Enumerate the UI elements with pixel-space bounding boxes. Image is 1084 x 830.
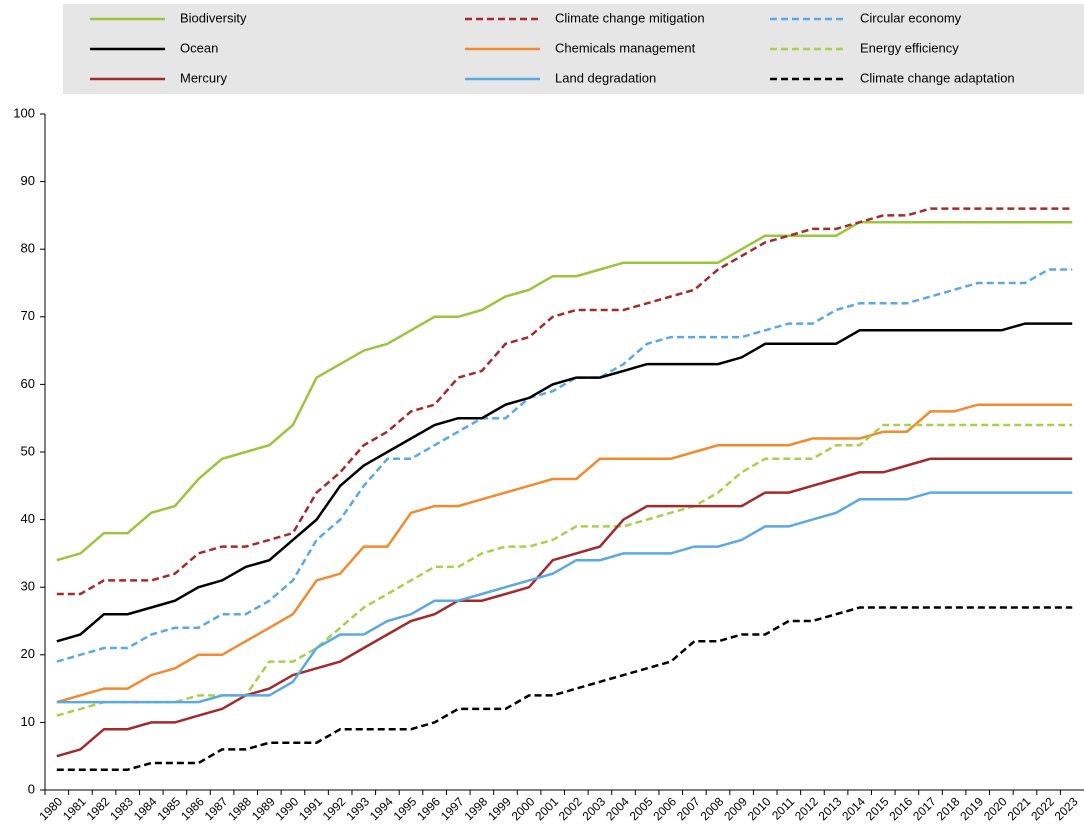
x-tick-label: 1981 — [60, 794, 89, 823]
x-tick-label: 2022 — [1028, 794, 1057, 823]
legend-label: Land degradation — [555, 70, 656, 85]
x-tick-label: 2001 — [532, 794, 561, 823]
y-tick-label: 40 — [21, 511, 35, 526]
x-tick-label: 1982 — [84, 794, 113, 823]
x-tick-label: 1994 — [367, 794, 396, 823]
series-line — [56, 220, 1073, 562]
x-tick-label: 2014 — [839, 794, 868, 823]
x-tick-label: 1997 — [438, 794, 467, 823]
x-tick-label: 1990 — [273, 794, 302, 823]
y-tick-label: 30 — [21, 579, 35, 594]
x-tick-label: 1989 — [249, 794, 278, 823]
x-tick-label: 2018 — [934, 794, 963, 823]
legend-label: Ocean — [180, 40, 218, 55]
x-tick-label: 1999 — [485, 794, 514, 823]
legend-background — [63, 4, 1084, 94]
x-tick-label: 2008 — [698, 794, 727, 823]
x-tick-label: 1988 — [225, 794, 254, 823]
legend-label: Energy efficiency — [860, 40, 959, 55]
y-tick-label: 20 — [21, 646, 35, 661]
x-tick-label: 2002 — [556, 794, 585, 823]
x-tick-label: 1996 — [414, 794, 443, 823]
x-tick-label: 1993 — [343, 794, 372, 823]
x-tick-label: 2000 — [509, 794, 538, 823]
legend-label: Climate change mitigation — [555, 10, 705, 25]
series-line — [56, 403, 1073, 704]
legend-label: Chemicals management — [555, 40, 696, 55]
legend-label: Circular economy — [860, 10, 962, 25]
x-tick-label: 1987 — [202, 794, 231, 823]
x-tick-label: 2013 — [816, 794, 845, 823]
series-line — [56, 207, 1073, 596]
x-tick-label: 1984 — [131, 794, 160, 823]
series-line — [56, 423, 1073, 717]
x-tick-label: 2005 — [627, 794, 656, 823]
legend-label: Mercury — [180, 70, 227, 85]
x-tick-label: 1980 — [36, 794, 65, 823]
x-tick-label: 2015 — [863, 794, 892, 823]
series-line — [56, 268, 1073, 663]
series-line — [56, 322, 1073, 643]
x-tick-label: 2007 — [674, 794, 703, 823]
y-tick-label: 50 — [21, 443, 35, 458]
x-tick-label: 2023 — [1052, 794, 1081, 823]
y-tick-label: 60 — [21, 376, 35, 391]
x-tick-label: 2003 — [580, 794, 609, 823]
x-tick-label: 2006 — [650, 794, 679, 823]
x-tick-label: 2019 — [957, 794, 986, 823]
x-tick-label: 2016 — [886, 794, 915, 823]
x-tick-label: 2017 — [910, 794, 939, 823]
series-line — [56, 491, 1073, 704]
x-tick-label: 1985 — [154, 794, 183, 823]
x-tick-label: 2004 — [603, 794, 632, 823]
y-tick-label: 10 — [21, 714, 35, 729]
y-tick-label: 100 — [13, 105, 35, 120]
x-tick-label: 2010 — [745, 794, 774, 823]
x-tick-label: 1986 — [178, 794, 207, 823]
x-tick-label: 2021 — [1005, 794, 1034, 823]
legend-label: Biodiversity — [180, 10, 247, 25]
x-tick-label: 1992 — [320, 794, 349, 823]
x-tick-label: 1995 — [391, 794, 420, 823]
x-tick-label: 2012 — [792, 794, 821, 823]
y-tick-label: 80 — [21, 241, 35, 256]
series-line — [56, 457, 1073, 758]
x-tick-label: 1983 — [107, 794, 136, 823]
legend-label: Climate change adaptation — [860, 70, 1015, 85]
y-tick-label: 70 — [21, 308, 35, 323]
y-tick-label: 90 — [21, 173, 35, 188]
series-line — [56, 606, 1073, 771]
y-tick-label: 0 — [28, 781, 35, 796]
x-tick-label: 2009 — [721, 794, 750, 823]
x-tick-label: 2020 — [981, 794, 1010, 823]
x-tick-label: 2011 — [769, 794, 797, 822]
x-tick-label: 1998 — [461, 794, 490, 823]
x-tick-label: 1991 — [296, 794, 325, 823]
